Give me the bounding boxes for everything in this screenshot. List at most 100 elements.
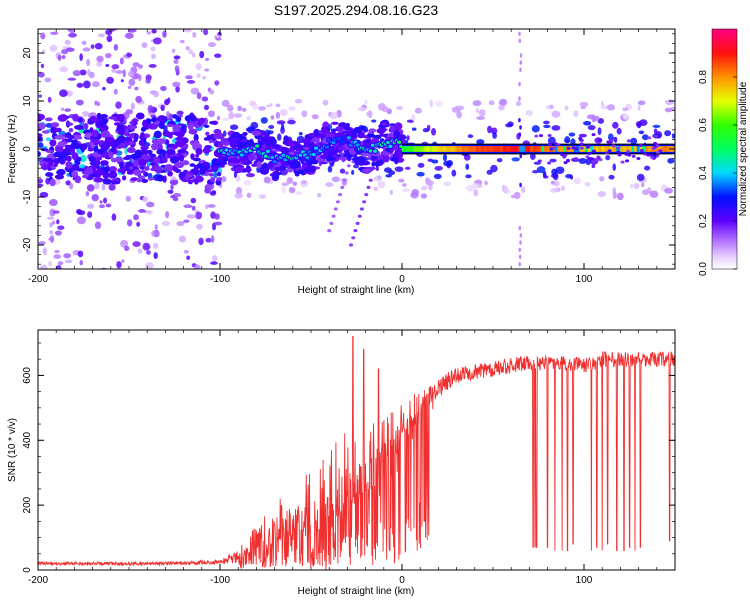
spectrogram-noise-blob bbox=[555, 166, 565, 174]
spectrogram-streak-blob bbox=[331, 214, 336, 218]
spectrogram-side-blob bbox=[560, 153, 565, 157]
spectrogram-noise-blob bbox=[542, 172, 547, 178]
spectrogram-noise-blob bbox=[639, 119, 648, 126]
spectrogram-band-blob bbox=[144, 166, 150, 171]
spectrogram-band-blob bbox=[169, 155, 180, 164]
spectrogram-band-blob bbox=[142, 119, 147, 128]
spectrogram-noise-blob bbox=[94, 42, 103, 50]
spectrogram-ridge-cell bbox=[522, 146, 526, 152]
spectrogram-ridge-cell bbox=[604, 146, 608, 152]
spectrogram-band-blob bbox=[238, 133, 244, 141]
spectrogram-noise-blob bbox=[96, 55, 104, 63]
spectrogram-noise-blob bbox=[162, 30, 167, 38]
spectrogram-noise-blob bbox=[152, 242, 159, 250]
spectrogram-noise-blob bbox=[573, 177, 582, 185]
x-tick-label: -200 bbox=[28, 274, 48, 285]
spectrogram-ridge-cell bbox=[421, 146, 425, 152]
spectrogram-ridge-cell bbox=[470, 146, 474, 152]
spectrogram-noise-blob bbox=[435, 100, 443, 107]
spectrogram-band-blob bbox=[138, 139, 145, 146]
spectrogram-band-blob bbox=[65, 138, 73, 143]
spectrogram-band-blob bbox=[214, 131, 224, 140]
spectrogram-noise-blob bbox=[191, 205, 196, 211]
x-tick-label: -100 bbox=[210, 575, 230, 586]
spectrogram-side-blob bbox=[563, 153, 568, 157]
spectrogram-band-blob bbox=[41, 130, 50, 134]
spectrogram-band-blob bbox=[55, 146, 64, 153]
spectrogram-noise-blob bbox=[204, 25, 211, 28]
spectrogram-ridge-cell bbox=[530, 146, 534, 152]
spectrogram-ridge-blob bbox=[370, 143, 375, 147]
spectrogram-notch-blob bbox=[519, 240, 522, 245]
y-tick-label: 600 bbox=[22, 367, 33, 384]
spectrogram-noise-blob bbox=[47, 96, 52, 103]
spectrogram-noise-blob bbox=[671, 133, 675, 139]
spectrogram-noise-blob bbox=[221, 99, 230, 107]
spectrogram-streak-blob bbox=[364, 193, 369, 197]
spectrogram-noise-blob bbox=[371, 119, 377, 123]
spectrogram-notch-blob bbox=[518, 31, 521, 36]
spectrogram-noise-blob bbox=[276, 120, 286, 125]
spectrogram-ridge-cell bbox=[440, 146, 444, 152]
spectrogram-noise-blob bbox=[150, 46, 156, 52]
spectrogram-noise-blob bbox=[137, 248, 143, 254]
spectrogram-noise-blob bbox=[496, 158, 503, 163]
spectrogram-noise-blob bbox=[222, 130, 227, 137]
spectrogram-side-blob bbox=[636, 156, 641, 160]
spectrogram-band-blob bbox=[279, 146, 289, 154]
spectrogram-noise-blob bbox=[583, 120, 592, 126]
spectrogram-band-blob bbox=[38, 133, 43, 138]
spectrogram-band-blob bbox=[114, 156, 124, 163]
spectrogram-noise-blob bbox=[288, 106, 296, 111]
spectrogram-noise-blob bbox=[358, 106, 367, 112]
spectrogram-noise-blob bbox=[465, 184, 475, 192]
spectrogram-noise-blob bbox=[173, 55, 181, 60]
spectrogram-band-blob bbox=[265, 140, 272, 148]
spectrogram-noise-blob bbox=[53, 254, 62, 259]
spectrogram-band-blob bbox=[220, 161, 228, 166]
x-tick-label: 100 bbox=[576, 274, 593, 285]
spectrogram-noise-blob bbox=[99, 200, 103, 204]
spectrogram-ridge-cell bbox=[453, 146, 457, 152]
spectrogram-noise-blob bbox=[145, 78, 151, 84]
spectrogram-band-blob bbox=[140, 126, 147, 132]
spectrogram-band-blob bbox=[190, 153, 195, 160]
spectrogram-band-blob bbox=[259, 167, 270, 175]
spectrogram-side-blob bbox=[654, 134, 659, 138]
spectrogram-side-blob bbox=[626, 139, 631, 143]
spectrogram-band-blob bbox=[294, 172, 300, 177]
spectrogram-noise-blob bbox=[113, 88, 118, 95]
spectrogram-noise-blob bbox=[214, 80, 220, 86]
spectrogram-band-blob bbox=[353, 126, 363, 134]
spectrogram-noise-blob bbox=[102, 87, 106, 91]
spectrogram-noise-blob bbox=[56, 265, 62, 269]
spectrogram-noise-blob bbox=[311, 114, 319, 120]
spectrogram-ridge-blob bbox=[270, 155, 275, 159]
spectrogram-noise-blob bbox=[205, 237, 212, 243]
spectrogram-noise-blob bbox=[120, 79, 124, 83]
spectrogram-side-blob bbox=[653, 141, 658, 145]
spectrogram-ridge-blob bbox=[373, 149, 378, 153]
spectrogram-noise-blob bbox=[164, 99, 170, 106]
spectrogram-band-blob bbox=[210, 176, 216, 183]
spectrogram-noise-blob bbox=[154, 224, 158, 230]
spectrogram-band-blob bbox=[65, 167, 74, 173]
spectrogram-noise-blob bbox=[64, 40, 71, 45]
spectrogram-side-blob bbox=[655, 150, 660, 154]
spectrogram-noise-blob bbox=[136, 221, 141, 227]
spectrogram-ridge-blob bbox=[397, 140, 402, 144]
spectrogram-noise-blob bbox=[664, 107, 673, 113]
spectrogram-noise-blob bbox=[185, 46, 190, 51]
spectrogram-noise-blob bbox=[79, 154, 87, 163]
spectrogram-noise-blob bbox=[664, 187, 674, 194]
spectrogram-ridge-cell bbox=[519, 146, 523, 152]
spectrogram-ridge-blob bbox=[388, 144, 393, 148]
spectrogram-band-blob bbox=[177, 148, 187, 154]
spectrogram-ridge-cell bbox=[524, 146, 528, 152]
spectrogram-noise-blob bbox=[183, 204, 193, 209]
spectrogram-band-blob bbox=[91, 129, 99, 138]
spectrogram-band-blob bbox=[100, 118, 108, 125]
spectrogram-noise-blob bbox=[76, 216, 86, 225]
spectrogram-noise-blob bbox=[57, 225, 65, 230]
